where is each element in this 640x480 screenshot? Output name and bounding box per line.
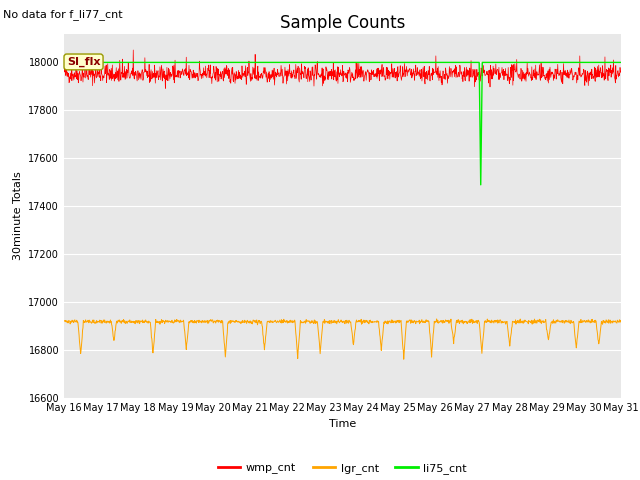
- Line: wmp_cnt: wmp_cnt: [64, 50, 621, 88]
- wmp_cnt: [247, 71, 255, 76]
- Title: Sample Counts: Sample Counts: [280, 14, 405, 32]
- lgr_cnt: [400, 356, 408, 362]
- wmp_cnt: [617, 68, 625, 74]
- wmp_cnt: [502, 71, 510, 77]
- X-axis label: Time: Time: [329, 419, 356, 429]
- lgr_cnt: [617, 319, 625, 324]
- lgr_cnt: [170, 319, 178, 325]
- lgr_cnt: [246, 318, 254, 324]
- wmp_cnt: [161, 85, 169, 91]
- lgr_cnt: [184, 331, 191, 337]
- li75_cnt: [60, 60, 68, 65]
- li75_cnt: [477, 182, 484, 188]
- lgr_cnt: [60, 318, 68, 324]
- Y-axis label: 30minute Totals: 30minute Totals: [13, 172, 22, 260]
- li75_cnt: [617, 60, 625, 65]
- wmp_cnt: [172, 57, 179, 63]
- li75_cnt: [429, 60, 436, 65]
- li75_cnt: [246, 60, 254, 65]
- wmp_cnt: [185, 75, 193, 81]
- lgr_cnt: [502, 319, 510, 325]
- li75_cnt: [184, 60, 191, 65]
- lgr_cnt: [433, 316, 440, 322]
- Legend: wmp_cnt, lgr_cnt, li75_cnt: wmp_cnt, lgr_cnt, li75_cnt: [214, 459, 471, 479]
- lgr_cnt: [552, 319, 559, 325]
- Line: li75_cnt: li75_cnt: [64, 62, 621, 185]
- wmp_cnt: [60, 70, 68, 75]
- wmp_cnt: [552, 67, 559, 72]
- Line: lgr_cnt: lgr_cnt: [64, 319, 621, 359]
- Text: SI_flx: SI_flx: [67, 57, 100, 67]
- Text: No data for f_li77_cnt: No data for f_li77_cnt: [3, 9, 123, 20]
- li75_cnt: [551, 60, 559, 65]
- lgr_cnt: [429, 332, 437, 337]
- wmp_cnt: [129, 47, 137, 53]
- li75_cnt: [502, 60, 509, 65]
- li75_cnt: [170, 60, 178, 65]
- wmp_cnt: [429, 67, 437, 72]
